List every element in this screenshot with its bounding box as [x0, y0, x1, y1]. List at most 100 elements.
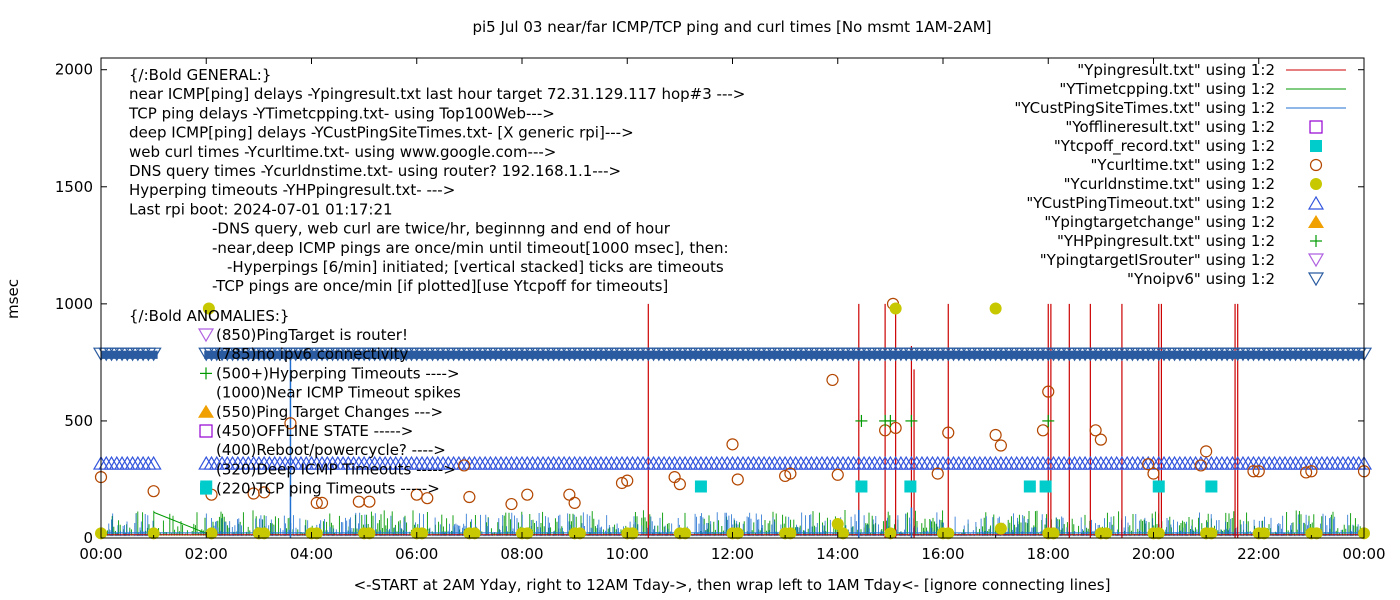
marker-shape [197, 328, 215, 343]
legend-label: "Yofflineresult.txt" using 1:2 [1065, 118, 1275, 136]
annotation-text: Last rpi boot: 2024-07-01 01:17:21 [129, 200, 393, 218]
curltime-point [410, 488, 423, 501]
x-tick-label: 10:00 [606, 545, 649, 563]
marker-shape [1310, 140, 1322, 152]
marker-shape [363, 527, 376, 540]
legend-label: "YTimetcpping.txt" using 1:2 [1059, 80, 1275, 98]
curldnstime-point [626, 527, 639, 540]
legend-label: "Ycurltime.txt" using 1:2 [1090, 156, 1275, 174]
legend-marker [1310, 235, 1322, 247]
marker-shape [573, 527, 586, 540]
curltime-point [421, 492, 434, 505]
annotation-text: (1000)Near ICMP Timeout spikes [216, 384, 461, 402]
legend: "Ypingresult.txt" using 1:2"YTimetcpping… [1014, 61, 1346, 288]
curldnstime-point [310, 527, 323, 540]
marker-shape [1039, 480, 1052, 493]
annotation-text: -Hyperpings [6/min] initiated; [vertical… [227, 258, 724, 276]
legend-marker [1307, 253, 1325, 268]
annotation-text: Hyperping timeouts -YHPpingresult.txt- -… [129, 181, 455, 199]
curltime-point [621, 474, 634, 487]
curldnstime-point [1310, 527, 1323, 540]
marker-shape [1152, 480, 1165, 493]
curltime-point [989, 428, 1002, 442]
marker-shape [831, 517, 844, 530]
tcpoff-point [1039, 480, 1052, 493]
axes: 00:00 02:00 04:00 06:00 08:00 10:00 12:00 14:00… [55, 58, 1386, 563]
curltime-point [1194, 459, 1207, 472]
legend-label: "YCustPingTimeout.txt" using 1:2 [1026, 194, 1275, 212]
curltime-point [352, 495, 365, 508]
curldnstime-point [884, 527, 897, 540]
curltime-point [668, 471, 681, 484]
curltime-point [568, 496, 581, 509]
marker-shape [1036, 424, 1050, 437]
marker-shape [694, 480, 707, 493]
hpping-point [884, 414, 897, 427]
curltime-point [521, 488, 534, 501]
hpping-point [905, 414, 918, 427]
curltime-point [1094, 433, 1107, 446]
annotation-text: (550)Ping Target Changes ---> [216, 403, 443, 421]
annotation-text: (785)no ipv6 connectivity [216, 345, 409, 363]
tcpoff-point [904, 480, 917, 493]
marker-shape [837, 527, 850, 540]
marker-shape [731, 473, 744, 486]
curltime-point [826, 373, 839, 387]
marker-shape [626, 527, 639, 540]
curltime-point [1142, 458, 1155, 471]
marker-shape [563, 488, 576, 501]
curltime-point [1036, 424, 1050, 437]
marker-shape [1094, 433, 1107, 446]
curltime-point [784, 467, 797, 480]
curltime-point [1252, 465, 1265, 478]
x-tick-label: 06:00 [395, 545, 438, 563]
x-tick-label: 18:00 [1027, 545, 1070, 563]
hpping-point [1042, 414, 1055, 427]
annotation-text: (320)Deep ICMP Timeouts -----> [216, 460, 456, 478]
marker-shape [1147, 467, 1160, 480]
annotation-text: {/:Bold ANOMALIES:} [129, 307, 289, 325]
marker-shape [198, 404, 214, 418]
curldnstime-point [1258, 527, 1271, 540]
marker-shape [1300, 466, 1313, 479]
marker-shape [199, 424, 213, 438]
annotation-icon [200, 367, 212, 380]
marker-shape [1309, 120, 1323, 134]
curldnstime-point [989, 302, 1002, 315]
curldnstime-point [258, 527, 271, 540]
curltime-point [994, 439, 1007, 452]
custping-timeout-point [145, 455, 162, 470]
marker-shape [463, 490, 476, 504]
legend-label: "Ytcpoff_record.txt" using 1:2 [1054, 137, 1275, 156]
marker-shape [352, 495, 365, 508]
marker-shape [1307, 272, 1325, 287]
marker-shape [147, 485, 160, 498]
marker-shape [258, 527, 271, 540]
curltime-point [889, 421, 902, 435]
marker-shape [1310, 527, 1323, 540]
curltime-point [1089, 424, 1102, 437]
curldnstime-point [416, 527, 429, 540]
marker-shape [989, 428, 1002, 442]
curltime-point [731, 473, 744, 486]
marker-shape [505, 497, 518, 511]
curldnstime-point [784, 527, 797, 540]
marker-shape [1307, 195, 1325, 210]
annotation-text: near ICMP[ping] delays -Ypingresult.txt … [129, 85, 745, 103]
annotation-text: deep ICMP[ping] delays -YCustPingSiteTim… [129, 124, 634, 142]
marker-shape [942, 527, 955, 540]
x-axis-label: <-START at 2AM Yday, right to 12AM Tday-… [354, 576, 1111, 594]
curldnstime-point [837, 527, 850, 540]
curldnstime-point [889, 302, 902, 315]
curldnstime-point [521, 527, 534, 540]
x-tick-label: 14:00 [816, 545, 859, 563]
curltime-point [1147, 467, 1160, 480]
marker-shape [284, 417, 297, 430]
annotation-text: (400)Reboot/powercycle? ----> [216, 441, 446, 459]
marker-shape [1047, 527, 1060, 540]
marker-shape [731, 527, 744, 540]
annotation-icon [199, 424, 213, 438]
curltime-point [931, 467, 944, 480]
y-tick-label: 0 [83, 529, 93, 547]
marker-shape [889, 421, 902, 435]
